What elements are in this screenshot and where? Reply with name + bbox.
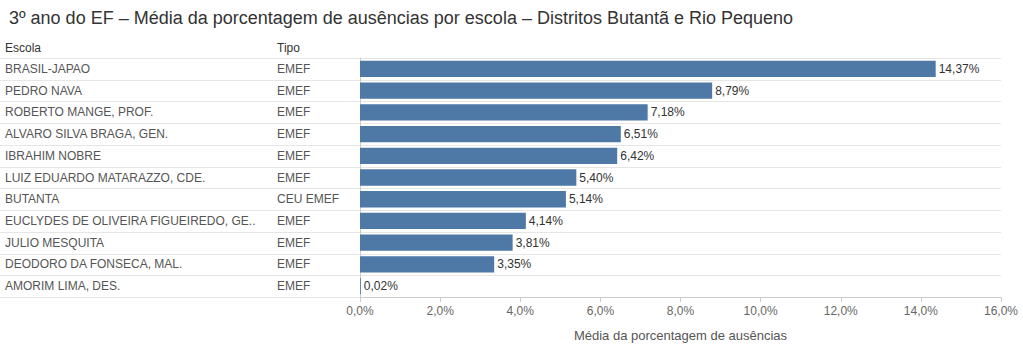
svg-text:LUIZ EDUARDO MATARAZZO, CDE.: LUIZ EDUARDO MATARAZZO, CDE. bbox=[5, 171, 205, 185]
svg-text:EMEF: EMEF bbox=[277, 149, 310, 163]
svg-text:EMEF: EMEF bbox=[277, 257, 310, 271]
svg-text:EMEF: EMEF bbox=[277, 105, 310, 119]
svg-text:ALVARO SILVA BRAGA, GEN.: ALVARO SILVA BRAGA, GEN. bbox=[5, 127, 168, 141]
svg-text:14,37%: 14,37% bbox=[939, 62, 980, 76]
svg-text:Média da porcentagem de ausênc: Média da porcentagem de ausências bbox=[574, 328, 788, 343]
svg-text:6,51%: 6,51% bbox=[624, 127, 658, 141]
svg-text:PEDRO NAVA: PEDRO NAVA bbox=[5, 84, 82, 98]
svg-text:0,0%: 0,0% bbox=[346, 304, 374, 318]
svg-text:6,42%: 6,42% bbox=[620, 149, 654, 163]
svg-text:EMEF: EMEF bbox=[277, 127, 310, 141]
svg-text:12,0%: 12,0% bbox=[824, 304, 858, 318]
svg-text:7,18%: 7,18% bbox=[651, 105, 685, 119]
svg-text:DEODORO DA FONSECA, MAL.: DEODORO DA FONSECA, MAL. bbox=[5, 257, 182, 271]
svg-text:8,79%: 8,79% bbox=[715, 84, 749, 98]
svg-text:ROBERTO MANGE, PROF.: ROBERTO MANGE, PROF. bbox=[5, 105, 153, 119]
svg-text:CEU EMEF: CEU EMEF bbox=[277, 192, 339, 206]
svg-text:6,0%: 6,0% bbox=[587, 304, 615, 318]
svg-text:AMORIM LIMA, DES.: AMORIM LIMA, DES. bbox=[5, 279, 120, 293]
svg-text:3,81%: 3,81% bbox=[516, 236, 550, 250]
svg-text:EMEF: EMEF bbox=[277, 279, 310, 293]
svg-text:5,40%: 5,40% bbox=[579, 171, 613, 185]
svg-text:0,02%: 0,02% bbox=[364, 279, 398, 293]
svg-text:BUTANTA: BUTANTA bbox=[5, 192, 59, 206]
svg-text:5,14%: 5,14% bbox=[569, 192, 603, 206]
svg-text:8,0%: 8,0% bbox=[667, 304, 695, 318]
svg-text:EMEF: EMEF bbox=[277, 236, 310, 250]
svg-text:10,0%: 10,0% bbox=[744, 304, 778, 318]
svg-text:4,0%: 4,0% bbox=[507, 304, 535, 318]
svg-text:EMEF: EMEF bbox=[277, 84, 310, 98]
svg-text:Tipo: Tipo bbox=[277, 41, 300, 55]
svg-text:EUCLYDES DE OLIVEIRA FIGUEIRED: EUCLYDES DE OLIVEIRA FIGUEIREDO, GE.. bbox=[5, 214, 256, 228]
svg-text:EMEF: EMEF bbox=[277, 214, 310, 228]
svg-text:EMEF: EMEF bbox=[277, 171, 310, 185]
svg-text:3º ano do EF – Média da porcen: 3º ano do EF – Média da porcentagem de a… bbox=[9, 8, 793, 28]
svg-text:4,14%: 4,14% bbox=[529, 214, 563, 228]
svg-text:16,0%: 16,0% bbox=[984, 304, 1018, 318]
svg-text:EMEF: EMEF bbox=[277, 62, 310, 76]
svg-text:BRASIL-JAPAO: BRASIL-JAPAO bbox=[5, 62, 90, 76]
svg-text:Escola: Escola bbox=[5, 41, 41, 55]
svg-text:14,0%: 14,0% bbox=[904, 304, 938, 318]
svg-text:JULIO MESQUITA: JULIO MESQUITA bbox=[5, 236, 104, 250]
svg-text:IBRAHIM NOBRE: IBRAHIM NOBRE bbox=[5, 149, 101, 163]
svg-text:2,0%: 2,0% bbox=[426, 304, 454, 318]
svg-text:3,35%: 3,35% bbox=[497, 257, 531, 271]
